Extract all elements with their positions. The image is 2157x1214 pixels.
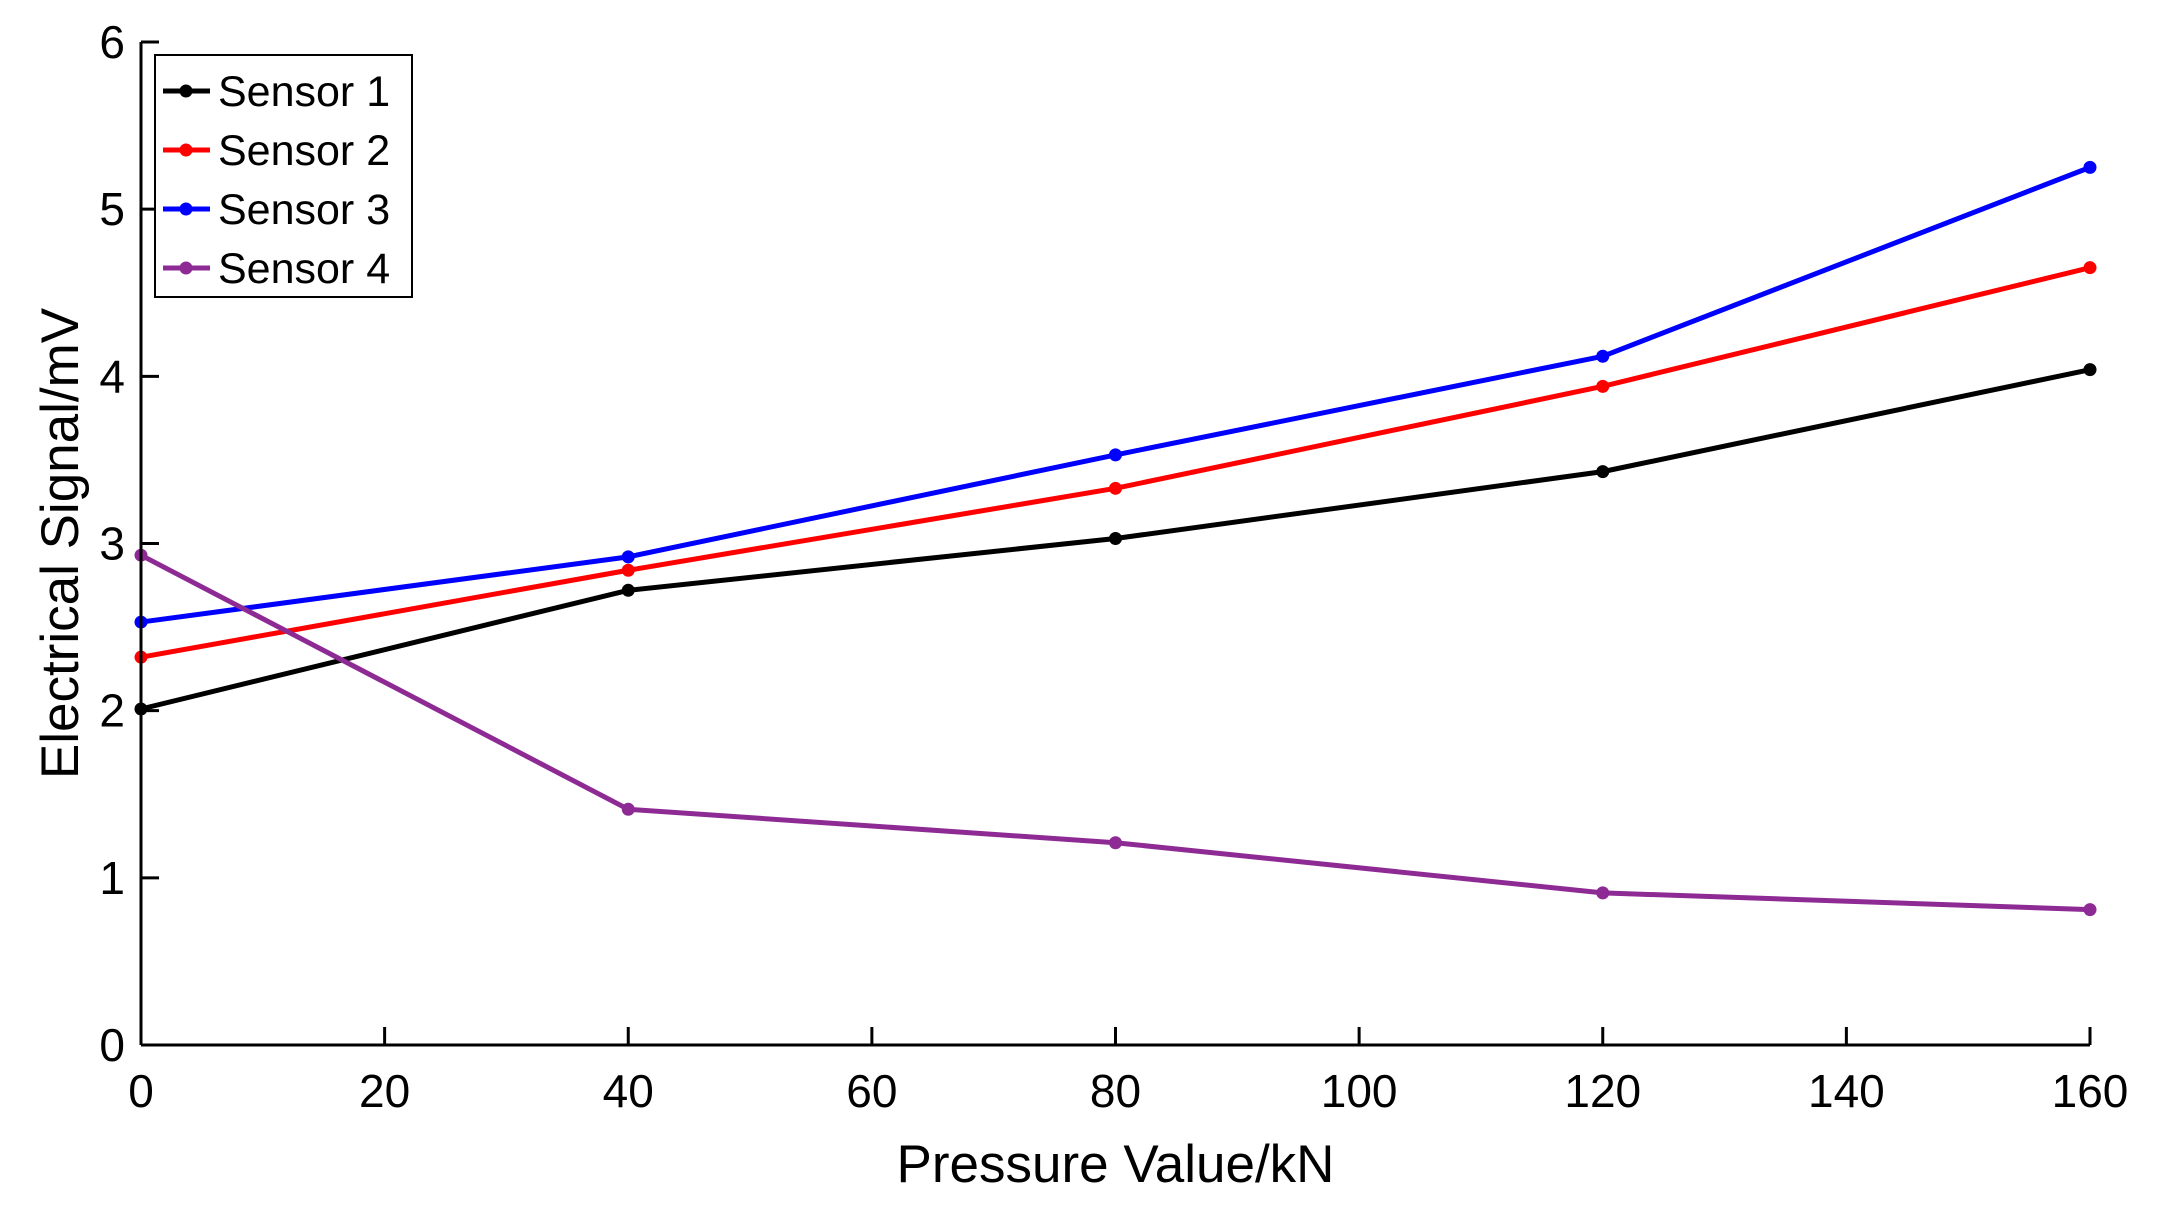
data-point <box>1109 481 1122 495</box>
data-point <box>1596 465 1610 479</box>
data-point <box>621 550 635 564</box>
x-tick-label: 0 <box>128 1065 154 1117</box>
y-tick-label: 1 <box>99 852 125 904</box>
y-tick-label: 2 <box>99 685 125 737</box>
y-tick-label: 4 <box>99 350 125 402</box>
data-point <box>1596 349 1610 363</box>
legend-swatch-marker <box>179 84 193 98</box>
x-tick-label: 80 <box>1090 1065 1141 1117</box>
x-tick-label: 40 <box>603 1065 654 1117</box>
x-tick-label: 140 <box>1808 1065 1885 1117</box>
series-1 <box>134 363 2097 716</box>
legend-box <box>154 54 413 298</box>
legend-item-3: Sensor 3 <box>163 186 390 234</box>
series-line <box>138 164 2093 625</box>
y-tick-label: 6 <box>99 16 125 68</box>
legend-item-4: Sensor 4 <box>163 245 390 293</box>
axes: 0 20 40 60 80 100 120 140 160 0 1 2 3 4 5 6 Pressure V… <box>31 16 2128 1194</box>
data-point <box>2083 903 2097 917</box>
x-tick-label: 120 <box>1564 1065 1641 1117</box>
data-point <box>621 563 635 577</box>
legend-item-2: Sensor 2 <box>163 127 390 175</box>
data-point <box>2083 160 2097 174</box>
plot-area <box>134 160 2097 917</box>
legend-label: Sensor 2 <box>218 127 390 175</box>
y-tick-label: 3 <box>99 518 125 570</box>
legend-label: Sensor 3 <box>218 186 390 234</box>
legend-label: Sensor 1 <box>218 68 390 116</box>
data-point <box>1109 531 1122 545</box>
y-axis-ticks: 0 1 2 3 4 5 6 <box>99 16 159 1071</box>
legend-swatch-marker <box>179 261 193 275</box>
legend: Sensor 1 Sensor 2 Sensor 3 Sensor 4 <box>154 54 413 298</box>
legend-label: Sensor 4 <box>218 245 390 293</box>
data-point <box>2083 363 2097 377</box>
series-line <box>138 265 2093 660</box>
legend-item-1: Sensor 1 <box>163 68 390 116</box>
data-point <box>2083 261 2097 275</box>
x-axis-ticks: 0 20 40 60 80 100 120 140 160 <box>128 1027 2128 1117</box>
data-point <box>621 802 635 816</box>
series-4 <box>134 548 2097 917</box>
series-2 <box>134 261 2097 664</box>
data-point <box>621 583 635 597</box>
series-line <box>138 552 2093 913</box>
x-tick-label: 160 <box>2052 1065 2129 1117</box>
series-3 <box>134 160 2097 629</box>
legend-swatch-marker <box>179 202 193 216</box>
y-axis-label: Electrical Signal/mV <box>31 307 90 779</box>
y-tick-label: 0 <box>99 1019 125 1071</box>
data-point <box>1596 886 1610 900</box>
x-tick-label: 20 <box>359 1065 410 1117</box>
data-point <box>1109 448 1122 462</box>
legend-swatch-marker <box>179 143 193 157</box>
x-axis-label: Pressure Value/kN <box>897 1135 1335 1194</box>
y-tick-label: 5 <box>99 183 125 235</box>
x-tick-label: 100 <box>1321 1065 1398 1117</box>
data-point <box>1596 379 1610 393</box>
x-tick-label: 60 <box>846 1065 897 1117</box>
data-point <box>1109 836 1122 850</box>
